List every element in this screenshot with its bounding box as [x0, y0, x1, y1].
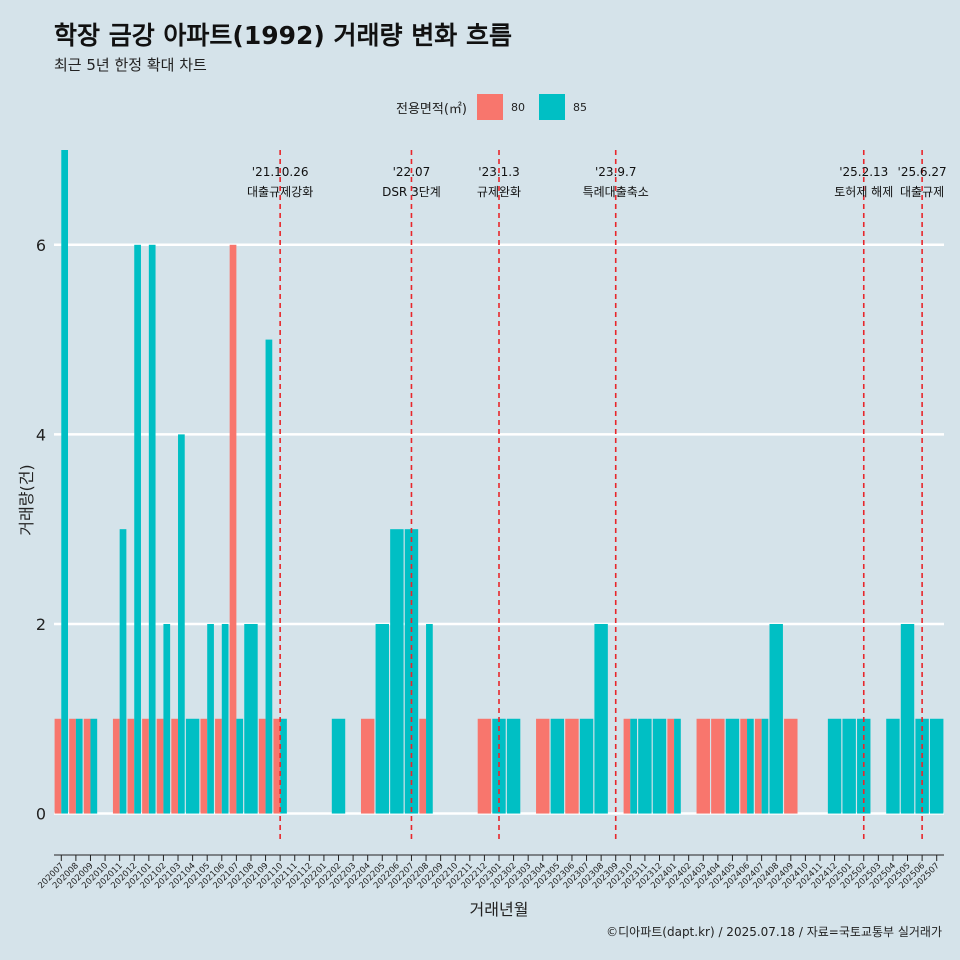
event-date-label: '23.1.3: [478, 165, 519, 179]
bar-80: [784, 718, 798, 814]
event-label: DSR 3단계: [382, 185, 441, 199]
bar-85: [331, 718, 346, 814]
bar-85: [842, 718, 856, 814]
bar-80: [142, 718, 149, 814]
legend-title: 전용면적(㎡): [396, 101, 467, 117]
bar-80: [156, 718, 164, 814]
y-tick-label: 2: [36, 615, 46, 634]
bar-85: [185, 718, 200, 814]
bar-85: [638, 718, 652, 814]
bar-85: [119, 529, 127, 814]
legend-label-80: 80: [510, 100, 525, 114]
bar-80: [667, 718, 675, 814]
bar-85: [426, 623, 433, 814]
bar-80: [127, 718, 135, 814]
bar-80: [419, 718, 427, 814]
bar-85: [594, 623, 608, 814]
chart-subtitle: 최근 5년 한정 확대 차트: [54, 56, 207, 74]
bar-80: [754, 718, 762, 814]
bar-80: [54, 718, 62, 814]
bar-85: [207, 623, 214, 814]
bar-80: [711, 718, 725, 814]
event-date-label: '22.07: [393, 165, 431, 179]
bar-80: [623, 718, 631, 814]
y-tick-label: 6: [36, 236, 46, 255]
y-tick-label: 4: [36, 425, 46, 444]
bar-85: [265, 339, 273, 814]
bar-85: [221, 623, 229, 814]
bar-80: [229, 244, 237, 814]
bar-85: [900, 623, 915, 814]
bar-80: [215, 718, 222, 814]
event-date-label: '25.6.27: [898, 165, 947, 179]
chart-title: 학장 금강 아파트(1992) 거래량 변화 흐름: [54, 21, 512, 50]
bar-80: [200, 718, 208, 814]
bar-85: [90, 718, 98, 814]
bar-80: [565, 718, 579, 814]
bar-85: [886, 718, 900, 814]
chart-caption: ©디아파트(dapt.kr) / 2025.07.18 / 자료=국토교통부 실…: [606, 925, 942, 939]
event-label: 규제완화: [477, 185, 521, 199]
legend-swatch-85: [538, 94, 565, 120]
bar-85: [725, 718, 740, 814]
bar-85: [674, 718, 681, 814]
bar-80: [171, 718, 179, 814]
bar-85: [761, 718, 769, 814]
bar-85: [390, 529, 404, 814]
bar-85: [747, 718, 754, 814]
bar-85: [178, 434, 185, 814]
legend-swatch-80: [476, 94, 503, 120]
bar-85: [404, 529, 419, 814]
bar-85: [134, 244, 141, 814]
legend-label-85: 85: [572, 100, 587, 114]
event-date-label: '25.2.13: [839, 165, 888, 179]
event-label: 토허제 해제: [834, 185, 893, 199]
y-axis-title: 거래량(건): [17, 464, 36, 535]
x-axis-title: 거래년월: [470, 900, 529, 919]
bar-85: [827, 718, 842, 814]
event-label: 대출규제강화: [247, 185, 313, 199]
bar-85: [375, 623, 389, 814]
bar-80: [740, 718, 748, 814]
bar-80: [696, 718, 710, 814]
bar-80: [360, 718, 375, 814]
bar-85: [148, 244, 156, 814]
bar-85: [163, 623, 171, 814]
event-date-label: '23.9.7: [595, 165, 636, 179]
bar-85: [929, 718, 944, 814]
bar-85: [280, 718, 287, 814]
bar-85: [236, 718, 244, 814]
y-tick-label: 0: [36, 805, 46, 824]
bar-80: [477, 718, 492, 814]
bar-80: [536, 718, 550, 814]
bar-85: [244, 623, 258, 814]
bar-85: [61, 150, 69, 814]
bar-85: [769, 623, 783, 814]
bar-85: [652, 718, 667, 814]
event-label: 특례대출축소: [583, 185, 649, 199]
bar-80: [112, 718, 120, 814]
event-label: 대출규제: [900, 185, 944, 199]
bar-80: [273, 718, 281, 814]
bar-85: [550, 718, 565, 814]
bar-80: [258, 718, 266, 814]
bar-80: [83, 718, 91, 814]
bar-85: [630, 718, 638, 814]
bar-85: [75, 718, 83, 814]
bar-80: [69, 718, 76, 814]
bar-85: [579, 718, 594, 814]
event-date-label: '21.10.26: [252, 165, 309, 179]
legend: 전용면적(㎡) 80 85: [396, 92, 601, 122]
bar-85: [506, 718, 521, 814]
